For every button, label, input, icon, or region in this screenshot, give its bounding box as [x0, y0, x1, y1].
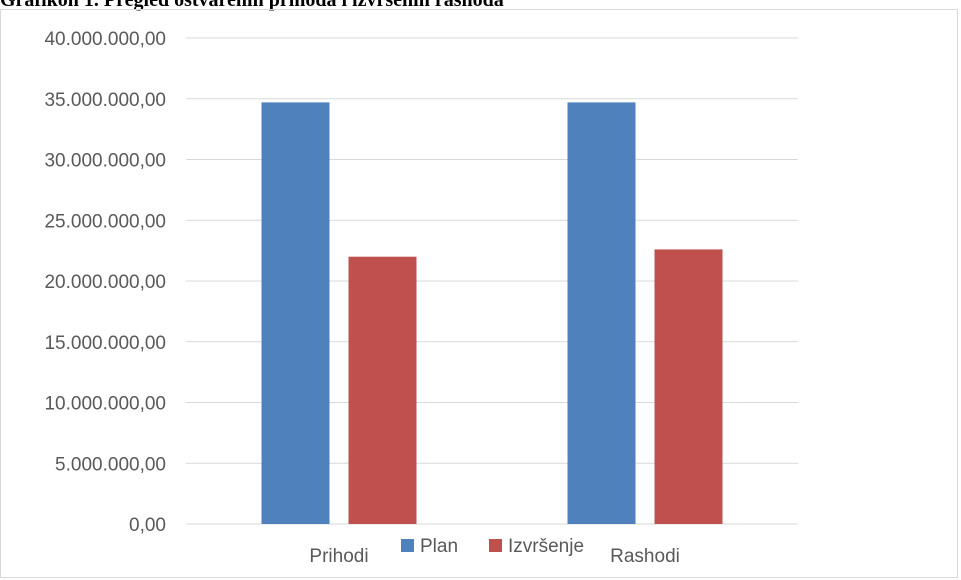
- x-axis-categories: Prihodi Rashodi: [309, 546, 679, 567]
- bar-rashodi-izvrsenje: [654, 249, 723, 524]
- y-tick-label: 25.000.000,00: [44, 211, 166, 232]
- legend-swatch: [489, 539, 502, 552]
- x-category-label: Rashodi: [610, 546, 680, 567]
- y-tick-label: 10.000.000,00: [44, 394, 166, 415]
- bar-prihodi-plan: [261, 102, 330, 525]
- y-tick-label: 40.000.000,00: [44, 29, 166, 50]
- chart-heading: Grafikon 1. Pregled ostvarenih prihoda i…: [0, 0, 504, 11]
- y-tick-label: 20.000.000,00: [44, 272, 166, 293]
- legend: Plan Izvršenje: [401, 536, 584, 557]
- legend-label: Plan: [420, 536, 458, 557]
- y-tick-label: 5.000.000,00: [55, 454, 166, 475]
- legend-swatch: [401, 539, 414, 552]
- y-tick-label: 15.000.000,00: [44, 333, 166, 354]
- x-category-label: Prihodi: [309, 546, 368, 567]
- y-axis-ticks: 0,00 5.000.000,00 10.000.000,00 15.000.000,…: [44, 29, 166, 536]
- y-tick-label: 0,00: [129, 515, 166, 536]
- bars: [261, 102, 723, 525]
- chart-frame: [0, 9, 958, 578]
- y-tick-label: 35.000.000,00: [44, 90, 166, 111]
- bar-prihodi-izvrsenje: [348, 256, 417, 524]
- legend-label: Izvršenje: [508, 536, 584, 557]
- y-tick-label: 30.000.000,00: [44, 151, 166, 172]
- bar-rashodi-plan: [567, 102, 636, 525]
